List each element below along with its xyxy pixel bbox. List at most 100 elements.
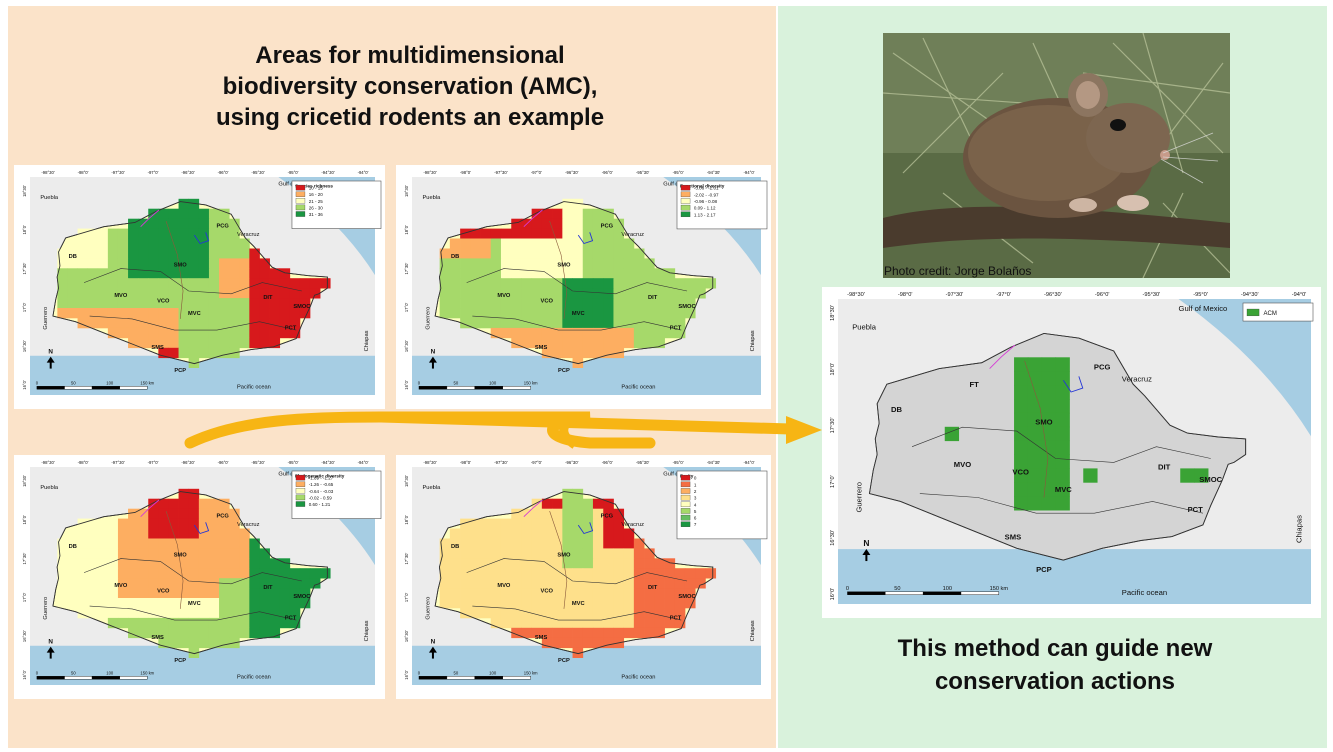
grid-cell [562,578,573,589]
legend-label: -0.64 - -0.03 [309,489,334,494]
grid-cell [449,278,461,289]
grid-cell [229,588,240,599]
grid-cell [592,598,604,609]
grid-cell [460,548,471,559]
grid-cell [279,298,291,309]
grid-cell [511,608,522,619]
grid-cell [531,318,543,329]
grid-cell [449,598,461,609]
grid-cell [249,548,260,559]
grid-cell [128,617,139,629]
grid-cell [1041,371,1057,386]
legend-label: 10 - 15 [309,186,324,191]
region-label-mvc: MVC [572,311,585,317]
lon-tick-label: -98°0' [78,460,89,465]
region-label-smo: SMO [1035,418,1052,427]
grid-cell [592,588,604,599]
grid-cell [229,318,240,329]
grid-cell [572,558,584,569]
grid-cell [168,588,179,599]
grid-cell [531,568,543,579]
grid-cell [107,608,119,619]
grid-cell [198,538,210,549]
grid-cell [582,318,594,329]
grid-cell [623,318,635,329]
grid-cell [480,248,492,259]
grid-cell [582,228,594,239]
title-line-2: biodiversity conservation (AMC), [222,73,598,100]
page-title: Areas for multidimensional biodiversity … [200,40,620,133]
grid-cell [603,508,614,519]
grid-cell [623,327,635,339]
grid-cell [128,327,139,339]
grid-cell [521,288,533,299]
grid-cell [229,608,240,619]
grid-cell [562,518,573,529]
lon-tick-label: -98°0' [460,170,471,175]
grid-cell [500,298,512,309]
label-veracruz: Veracruz [621,522,644,528]
grid-cell [158,238,169,249]
lat-tick-label: 18°0' [22,515,27,525]
scale-label-0: 0 [418,380,421,385]
grid-cell [1014,399,1029,414]
grid-cell [531,218,543,229]
grid-cell [684,598,696,609]
grid-cell [249,248,260,259]
grid-cell [439,538,451,549]
region-label-mvc: MVC [188,311,201,317]
grid-cell [623,588,635,599]
grid-cell [178,248,190,259]
grid-cell [633,578,645,589]
grid-cell [269,568,281,579]
grid-cell [623,558,635,569]
grid-cell [208,508,220,519]
grid-cell [259,617,270,629]
grid-cell [158,528,169,539]
grid-cell [1055,385,1070,400]
grid-cell [531,498,543,509]
lat-tick-label: 17°0' [830,475,836,488]
grid-cell [198,337,210,349]
grid-cell [623,258,635,269]
grid-cell [148,228,159,239]
grid-cell [633,558,645,569]
grid-cell [500,258,512,269]
grid-cell [521,558,533,569]
grid-cell [552,498,563,509]
lon-tick-label: -96°0' [602,170,613,175]
grid-cell [219,518,230,529]
grid-cell [279,318,291,329]
grid-cell [148,548,159,559]
region-label-mvo: MVO [114,293,128,299]
region-label-pcp: PCP [174,368,186,374]
grid-cell [572,357,584,368]
grid-cell [603,598,614,609]
region-label-sms: SMS [151,345,164,351]
grid-cell [178,488,190,500]
grid-cell [148,617,159,629]
conclusion-line-1: This method can guide new [897,635,1213,662]
grid-cell [480,268,492,279]
lon-tick-label: -95°0' [673,460,684,465]
grid-cell [239,568,250,579]
grid-cell [128,268,139,279]
grid-cell [470,318,481,329]
grid-cell [552,228,563,239]
grid-cell [449,588,461,599]
grid-cell [168,518,179,529]
label-pacific: Pacific ocean [237,384,271,390]
grid-cell [208,538,220,549]
grid-cell [695,568,706,579]
grid-cell [531,627,543,639]
grid-cell [684,278,696,289]
grid-cell [57,588,68,599]
grid-cell [128,548,139,559]
grid-cell [572,258,584,269]
grid-cell [219,588,230,599]
grid-cell [138,308,149,319]
region-boundary [89,315,297,331]
scale-label-0: 0 [846,586,849,592]
grid-cell [148,248,159,259]
legend-label: 5 [694,509,697,514]
